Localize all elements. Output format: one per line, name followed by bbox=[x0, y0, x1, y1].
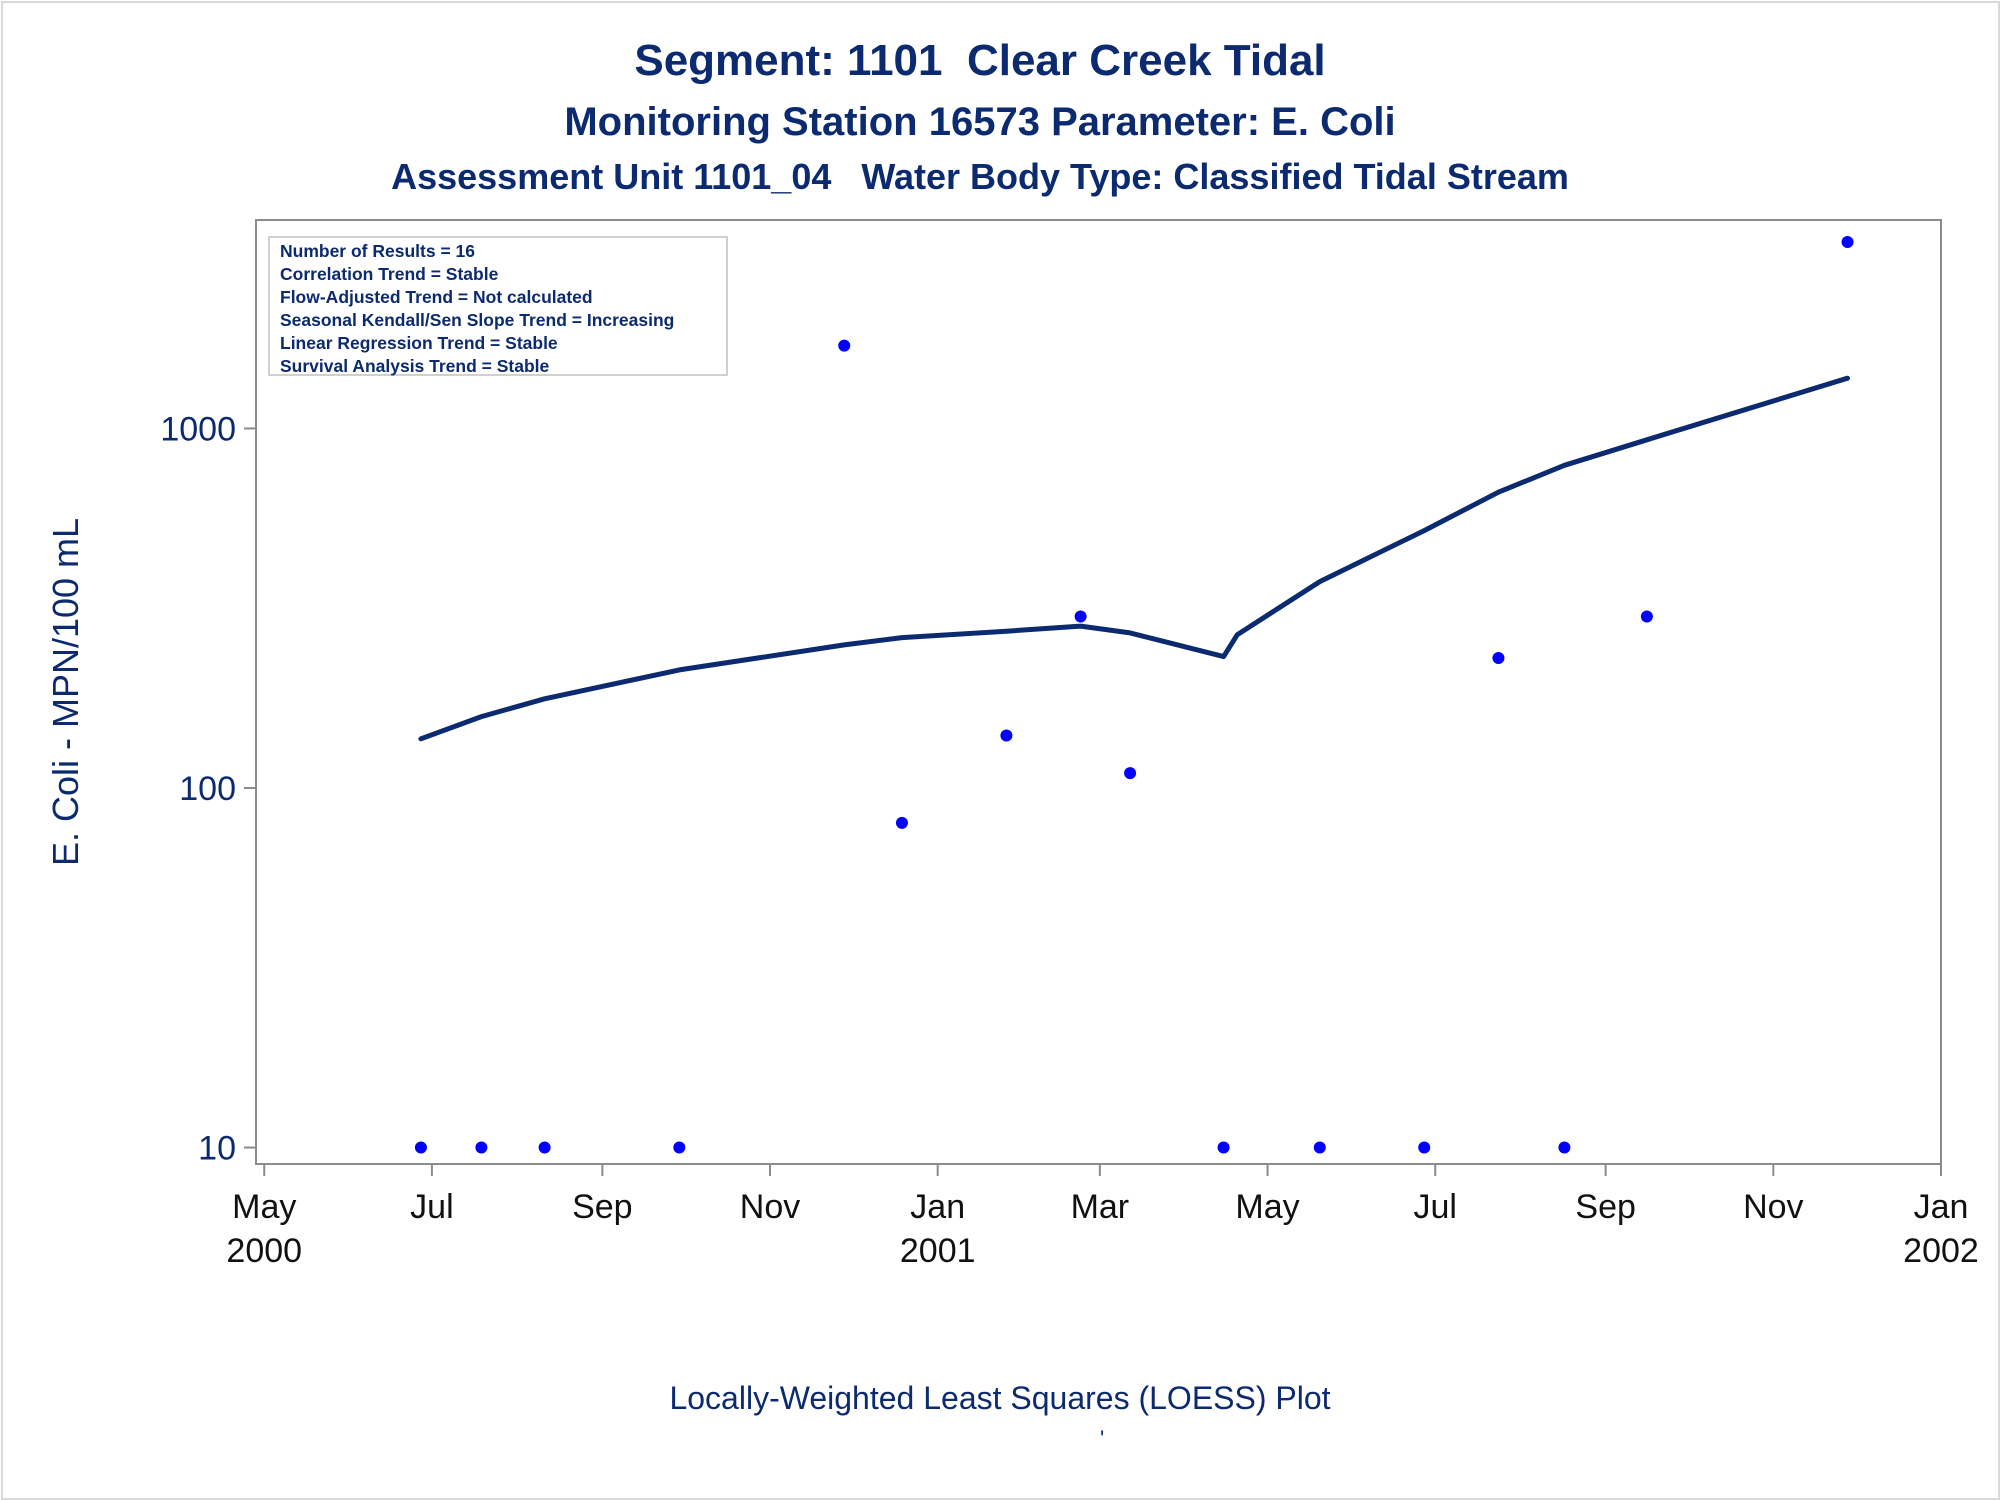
data-point-13 bbox=[1492, 651, 1505, 664]
data-point-12 bbox=[1418, 1141, 1431, 1154]
data-point-7 bbox=[1000, 729, 1013, 742]
data-point-8 bbox=[1074, 610, 1087, 623]
x-tick-year-2000: 2000 bbox=[226, 1232, 302, 1270]
data-point-2 bbox=[475, 1141, 488, 1154]
plot-footnote: Locally-Weighted Least Squares (LOESS) P… bbox=[669, 1380, 1331, 1416]
data-point-16 bbox=[1841, 236, 1854, 249]
stat-flow-adjusted-trend: Flow-Adjusted Trend = Not calculated bbox=[280, 287, 593, 307]
x-tick-label-sep-2: Sep bbox=[572, 1188, 633, 1226]
stat-seasonal-kendall-trend: Seasonal Kendall/Sen Slope Trend = Incre… bbox=[280, 310, 675, 330]
x-tick-label-nov-3: Nov bbox=[740, 1188, 800, 1226]
chart-subtitle: Monitoring Station 16573 Parameter: E. C… bbox=[564, 100, 1396, 144]
x-tick-label-mar-5: Mar bbox=[1071, 1188, 1130, 1226]
data-point-9 bbox=[1124, 767, 1137, 780]
loess-line bbox=[418, 375, 1850, 742]
data-point-14 bbox=[1558, 1141, 1571, 1154]
data-point-3 bbox=[538, 1141, 551, 1154]
y-tick-label-10: 10 bbox=[198, 1130, 236, 1168]
x-tick-label-jan-4: Jan bbox=[910, 1188, 965, 1226]
data-point-5 bbox=[838, 339, 851, 352]
data-point-15 bbox=[1640, 610, 1653, 623]
data-point-4 bbox=[673, 1141, 686, 1154]
y-axis-label: E. Coli - MPN/100 mL bbox=[45, 517, 86, 867]
x-tick-label-jan-10: Jan bbox=[1914, 1188, 1969, 1226]
footnote-mark: ' bbox=[1100, 1426, 1105, 1451]
data-point-10 bbox=[1217, 1141, 1230, 1154]
x-tick-label-jul-1: Jul bbox=[410, 1188, 453, 1226]
chart-title: Segment: 1101 Clear Creek Tidal bbox=[634, 36, 1326, 85]
data-point-1 bbox=[414, 1141, 427, 1154]
chart-subtitle-2: Assessment Unit 1101_04 Water Body Type:… bbox=[391, 156, 1569, 197]
y-tick-label-1000: 1000 bbox=[160, 410, 236, 448]
x-tick-label-may-6: May bbox=[1235, 1188, 1299, 1226]
stat-number-of-results: Number of Results = 16 bbox=[280, 241, 475, 261]
stat-survival-analysis-trend: Survival Analysis Trend = Stable bbox=[280, 356, 550, 376]
x-tick-label-jul-7: Jul bbox=[1413, 1188, 1456, 1226]
y-tick-label-100: 100 bbox=[179, 770, 236, 808]
x-tick-year-2002: 2002 bbox=[1903, 1232, 1979, 1270]
stats-legend-box: Number of Results = 16 Correlation Trend… bbox=[268, 236, 728, 376]
stat-correlation-trend: Correlation Trend = Stable bbox=[280, 264, 499, 284]
x-tick-year-2001: 2001 bbox=[900, 1232, 976, 1270]
x-tick-label-may-0: May bbox=[232, 1188, 296, 1226]
data-point-11 bbox=[1313, 1141, 1326, 1154]
data-point-6 bbox=[895, 816, 908, 829]
stat-linear-regression-trend: Linear Regression Trend = Stable bbox=[280, 333, 558, 353]
x-tick-label-nov-9: Nov bbox=[1743, 1188, 1803, 1226]
plot-frame bbox=[255, 219, 1942, 1165]
x-tick-label-sep-8: Sep bbox=[1575, 1188, 1636, 1226]
